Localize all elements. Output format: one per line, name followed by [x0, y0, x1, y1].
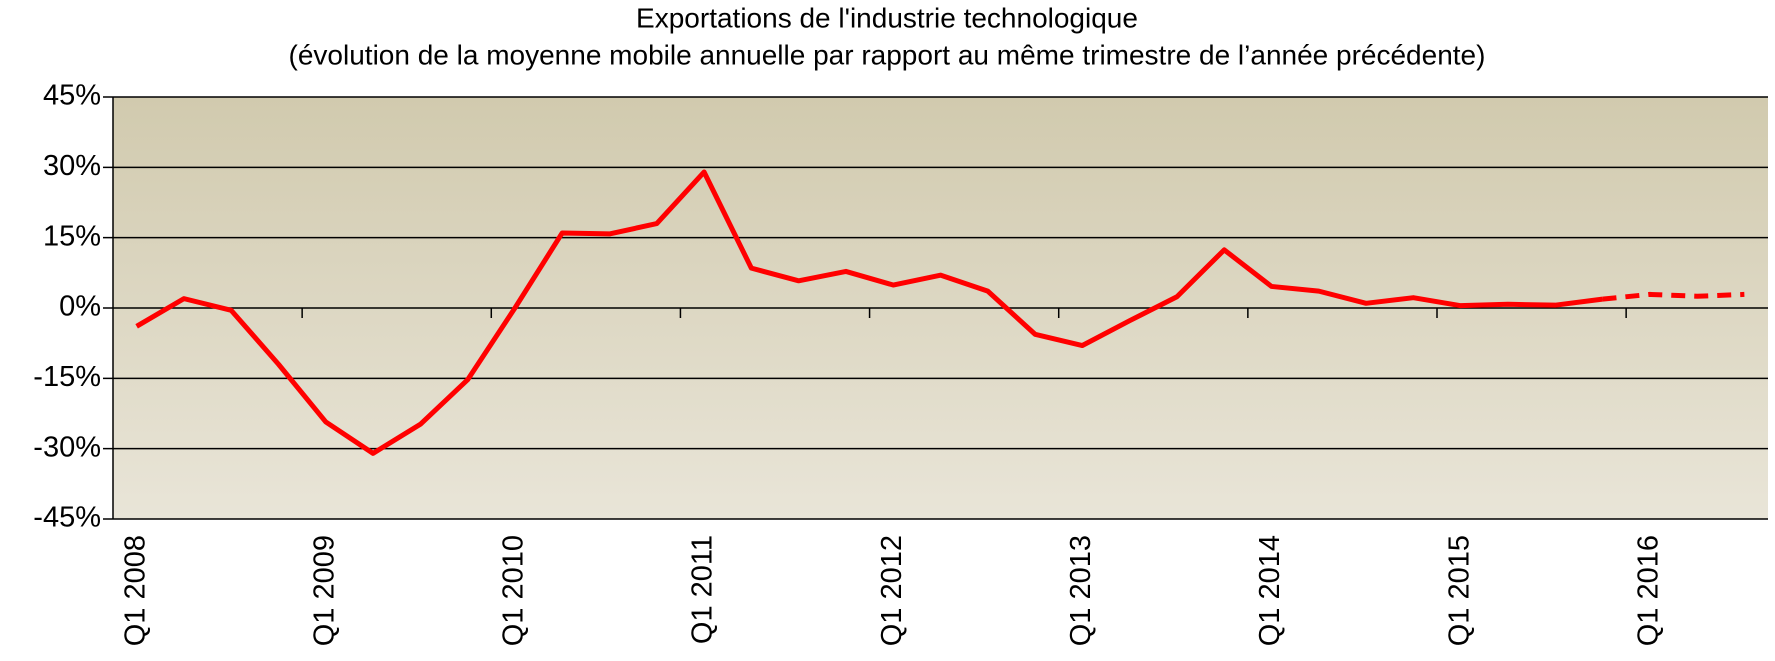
y-tick-label: 15% — [43, 220, 101, 252]
x-tick-label: Q1 2011 — [687, 535, 719, 644]
y-tick-label: -15% — [33, 361, 101, 393]
line-series — [135, 169, 1603, 456]
x-tick-label: Q1 2014 — [1254, 535, 1286, 646]
y-tick-label: -45% — [33, 502, 101, 534]
y-tick-label: 45% — [43, 80, 101, 112]
chart-title: Exportations de l'industrie technologiqu… — [636, 2, 1138, 33]
x-tick-label: Q1 2016 — [1632, 535, 1664, 646]
y-tick-label: -30% — [33, 431, 101, 463]
x-tick-label: Q1 2008 — [119, 535, 151, 646]
x-tick-label: Q1 2010 — [498, 535, 530, 646]
x-tick-label: Q1 2012 — [876, 535, 908, 646]
chart-subtitle: (évolution de la moyenne mobile annuelle… — [289, 39, 1486, 70]
y-tick-label: 30% — [43, 150, 101, 182]
line-series — [1602, 291, 1745, 302]
x-tick-label: Q1 2015 — [1443, 535, 1475, 646]
x-tick-label: Q1 2009 — [308, 535, 340, 646]
x-tick-label: Q1 2013 — [1065, 535, 1097, 646]
y-tick-label: 0% — [59, 291, 101, 323]
